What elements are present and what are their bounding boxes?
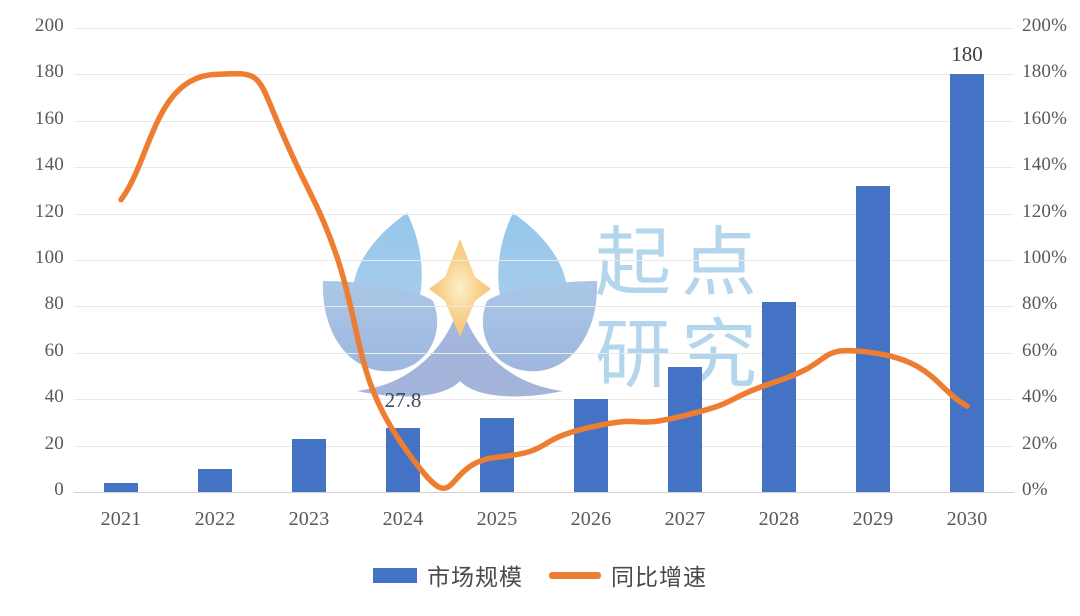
gridline xyxy=(74,492,1014,493)
bar[interactable] xyxy=(574,399,608,492)
x-axis-tick: 2025 xyxy=(476,508,518,530)
gridline xyxy=(74,120,1014,122)
gridline xyxy=(74,28,1014,29)
y-axis-right-tick: 0% xyxy=(1022,479,1048,500)
bar[interactable] xyxy=(856,185,890,492)
bar-data-label: 180 xyxy=(951,42,983,67)
x-axis-tick: 2028 xyxy=(758,508,800,530)
y-axis-left-tick: 200 xyxy=(34,15,64,36)
bar[interactable] xyxy=(480,417,514,492)
legend-line-swatch-icon xyxy=(549,571,601,579)
y-axis-right-tick: 200% xyxy=(1022,15,1068,36)
y-axis-right-tick: 180% xyxy=(1022,61,1068,83)
y-axis-left-tick: 100 xyxy=(34,247,64,268)
x-axis-tick: 2027 xyxy=(664,508,706,530)
y-axis-left-tick: 80 xyxy=(44,293,64,315)
y-axis-right-tick: 60% xyxy=(1022,339,1058,361)
gridline xyxy=(74,74,1014,76)
y-axis-left-tick: 140 xyxy=(34,154,64,176)
y-axis-right-tick: 100% xyxy=(1022,247,1068,268)
y-axis-right-tick: 80% xyxy=(1022,293,1058,315)
y-axis-left-tick: 20 xyxy=(44,432,64,454)
y-axis-right-tick: 40% xyxy=(1022,386,1058,408)
y-axis-right-tick: 20% xyxy=(1022,432,1058,454)
bar[interactable] xyxy=(950,74,984,492)
bar[interactable] xyxy=(668,366,702,492)
bar[interactable] xyxy=(386,427,420,492)
legend-label-market-size: 市场规模 xyxy=(427,564,523,590)
x-axis-tick: 2029 xyxy=(852,508,894,530)
svg-text:起点: 起点 xyxy=(595,222,767,306)
bar[interactable] xyxy=(104,482,138,492)
legend-item-market-size[interactable]: 市场规模 xyxy=(373,558,523,592)
bar[interactable] xyxy=(292,438,326,492)
y-axis-left-tick: 120 xyxy=(34,200,64,222)
y-axis-left-tick: 180 xyxy=(34,61,64,83)
legend-item-growth-rate[interactable]: 同比增速 xyxy=(549,558,707,592)
y-axis-right-tick: 140% xyxy=(1022,154,1068,176)
chart-legend: 市场规模 同比增速 xyxy=(0,558,1080,592)
legend-bar-swatch-icon xyxy=(373,567,417,583)
legend-label-growth-rate: 同比增速 xyxy=(611,564,707,590)
x-axis-tick: 2024 xyxy=(382,508,424,530)
y-axis-left-tick: 60 xyxy=(44,339,64,361)
bar[interactable] xyxy=(762,301,796,492)
y-axis-right-tick: 160% xyxy=(1022,107,1068,129)
y-axis-right-tick: 120% xyxy=(1022,200,1068,222)
bar-data-label: 27.8 xyxy=(384,387,422,412)
x-axis-tick: 2023 xyxy=(288,508,330,530)
y-axis-left-tick: 0 xyxy=(54,479,64,500)
x-axis-tick: 2030 xyxy=(946,508,988,530)
y-axis-left-tick: 160 xyxy=(34,107,64,129)
y-axis-left-tick: 40 xyxy=(44,386,64,408)
x-axis-tick: 2021 xyxy=(100,508,142,530)
x-axis-tick: 2026 xyxy=(570,508,612,530)
bar[interactable] xyxy=(198,468,232,492)
x-axis-tick: 2022 xyxy=(194,508,236,530)
gridline xyxy=(74,167,1014,169)
